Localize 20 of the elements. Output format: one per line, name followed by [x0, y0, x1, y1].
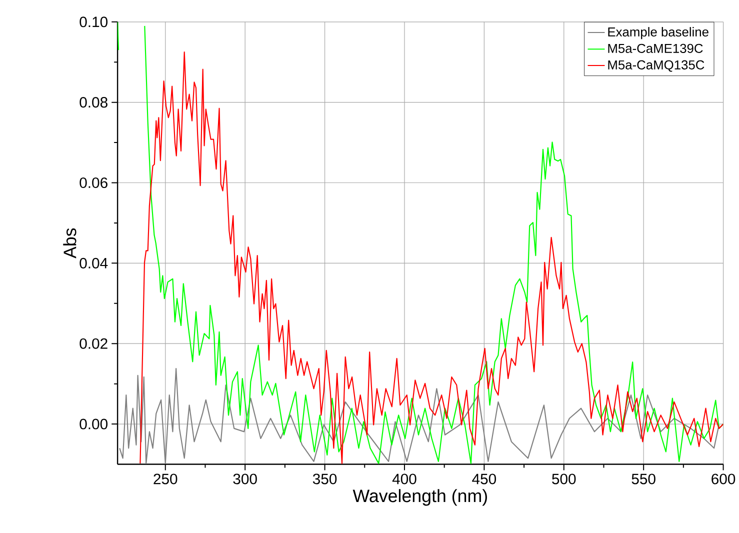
legend-label: Example baseline — [608, 27, 708, 40]
y-tick-label: 0.08 — [80, 97, 108, 108]
x-tick-label: 500 — [552, 474, 576, 484]
x-tick-label: 300 — [233, 474, 257, 484]
x-tick-label: 550 — [632, 474, 656, 484]
legend-label: M5a-CaME139C — [608, 44, 703, 53]
x-tick-label: 450 — [472, 474, 496, 484]
x-axis-title: Wavelength (nm) — [352, 489, 487, 506]
x-tick-label: 250 — [154, 474, 178, 484]
line-series — [119, 368, 720, 464]
x-tick-label: 400 — [392, 474, 416, 484]
x-tick-label: 600 — [712, 474, 736, 484]
x-tick-label: 350 — [312, 474, 337, 484]
y-tick-label: 0.06 — [80, 177, 108, 188]
y-tick-label: 0.02 — [80, 338, 108, 349]
y-tick-label: 0.00 — [80, 418, 108, 430]
y-tick-label: 0.10 — [80, 16, 108, 28]
y-axis-title: Abs — [63, 228, 76, 258]
y-tick-label: 0.04 — [80, 258, 108, 268]
legend-label: M5a-CaMQ135C — [608, 60, 704, 72]
